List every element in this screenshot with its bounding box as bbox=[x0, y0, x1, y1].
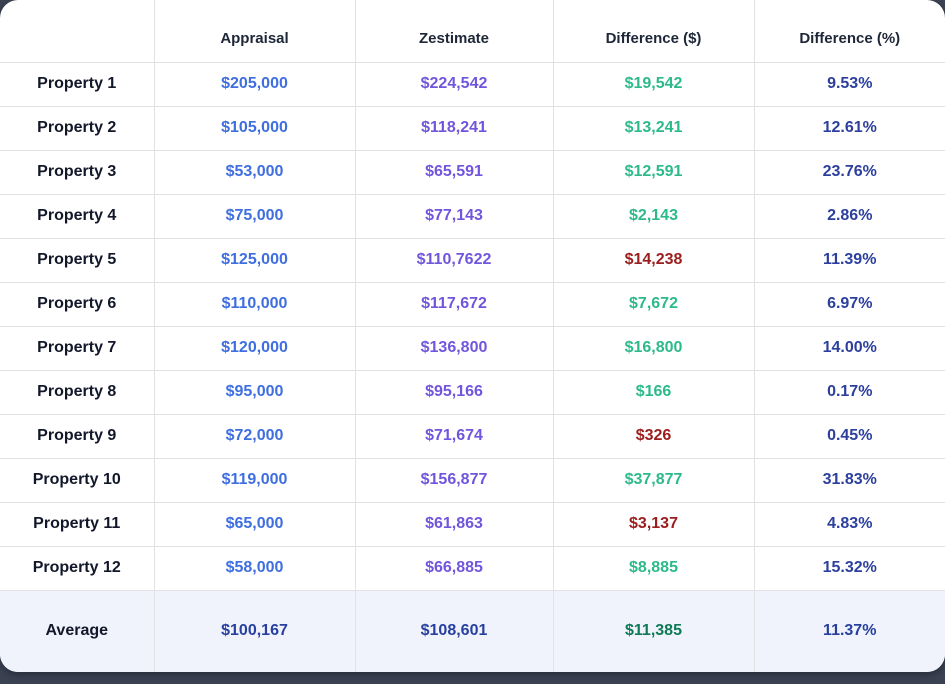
average-row: Average $100,167 $108,601 $11,385 11.37% bbox=[0, 589, 945, 672]
difference-dollar-value: $13,241 bbox=[552, 105, 755, 151]
column-header-difference-percent: Difference (%) bbox=[753, 0, 945, 63]
difference-percent-value: 2.86% bbox=[753, 193, 945, 239]
zestimate-value: $156,877 bbox=[354, 457, 554, 503]
difference-percent-value: 11.39% bbox=[753, 237, 945, 283]
table-row: Property 7 $120,000 $136,800 $16,800 14.… bbox=[0, 325, 945, 371]
table-row: Property 10 $119,000 $156,877 $37,877 31… bbox=[0, 457, 945, 503]
appraisal-value: $95,000 bbox=[153, 369, 356, 415]
difference-dollar-value: $326 bbox=[552, 413, 755, 459]
zestimate-value: $65,591 bbox=[354, 149, 554, 195]
property-row-label: Property 6 bbox=[0, 281, 155, 327]
difference-percent-value: 4.83% bbox=[753, 501, 945, 547]
appraisal-value: $120,000 bbox=[153, 325, 356, 371]
zestimate-value: $95,166 bbox=[354, 369, 554, 415]
property-row-label: Property 11 bbox=[0, 501, 155, 547]
average-appraisal-value: $100,167 bbox=[153, 589, 356, 672]
property-row-label: Property 1 bbox=[0, 61, 155, 107]
difference-percent-value: 23.76% bbox=[753, 149, 945, 195]
average-difference-percent-value: 11.37% bbox=[753, 589, 945, 672]
property-row-label: Property 4 bbox=[0, 193, 155, 239]
table-row: Property 4 $75,000 $77,143 $2,143 2.86% bbox=[0, 193, 945, 239]
appraisal-value: $72,000 bbox=[153, 413, 356, 459]
difference-dollar-value: $3,137 bbox=[552, 501, 755, 547]
table-row: Property 12 $58,000 $66,885 $8,885 15.32… bbox=[0, 545, 945, 591]
property-row-label: Property 7 bbox=[0, 325, 155, 371]
table-row: Property 5 $125,000 $110,7622 $14,238 11… bbox=[0, 237, 945, 283]
difference-percent-value: 0.17% bbox=[753, 369, 945, 415]
difference-percent-value: 6.97% bbox=[753, 281, 945, 327]
column-header-zestimate: Zestimate bbox=[354, 0, 554, 63]
property-row-label: Property 12 bbox=[0, 545, 155, 591]
appraisal-value: $119,000 bbox=[153, 457, 356, 503]
property-row-label: Property 8 bbox=[0, 369, 155, 415]
difference-percent-value: 14.00% bbox=[753, 325, 945, 371]
property-row-label: Property 10 bbox=[0, 457, 155, 503]
average-zestimate-value: $108,601 bbox=[354, 589, 554, 672]
average-difference-dollar-value: $11,385 bbox=[552, 589, 755, 672]
table-row: Property 1 $205,000 $224,542 $19,542 9.5… bbox=[0, 61, 945, 107]
zestimate-value: $136,800 bbox=[354, 325, 554, 371]
appraisal-value: $65,000 bbox=[153, 501, 356, 547]
zestimate-value: $224,542 bbox=[354, 61, 554, 107]
zestimate-value: $61,863 bbox=[354, 501, 554, 547]
appraisal-value: $58,000 bbox=[153, 545, 356, 591]
table-row: Property 9 $72,000 $71,674 $326 0.45% bbox=[0, 413, 945, 459]
appraisal-value: $125,000 bbox=[153, 237, 356, 283]
difference-percent-value: 15.32% bbox=[753, 545, 945, 591]
zestimate-value: $110,7622 bbox=[354, 237, 554, 283]
difference-dollar-value: $2,143 bbox=[552, 193, 755, 239]
column-header-appraisal: Appraisal bbox=[153, 0, 356, 63]
difference-dollar-value: $14,238 bbox=[552, 237, 755, 283]
property-row-label: Property 2 bbox=[0, 105, 155, 151]
appraisal-value: $110,000 bbox=[153, 281, 356, 327]
property-row-label: Property 9 bbox=[0, 413, 155, 459]
difference-dollar-value: $8,885 bbox=[552, 545, 755, 591]
difference-percent-value: 9.53% bbox=[753, 61, 945, 107]
property-row-label: Property 5 bbox=[0, 237, 155, 283]
appraisal-value: $105,000 bbox=[153, 105, 356, 151]
zestimate-value: $117,672 bbox=[354, 281, 554, 327]
difference-dollar-value: $37,877 bbox=[552, 457, 755, 503]
appraisal-value: $53,000 bbox=[153, 149, 356, 195]
difference-dollar-value: $12,591 bbox=[552, 149, 755, 195]
difference-percent-value: 0.45% bbox=[753, 413, 945, 459]
difference-dollar-value: $16,800 bbox=[552, 325, 755, 371]
table-row: Property 11 $65,000 $61,863 $3,137 4.83% bbox=[0, 501, 945, 547]
difference-dollar-value: $19,542 bbox=[552, 61, 755, 107]
difference-percent-value: 31.83% bbox=[753, 457, 945, 503]
appraisal-value: $75,000 bbox=[153, 193, 356, 239]
zestimate-value: $71,674 bbox=[354, 413, 554, 459]
appraisal-value: $205,000 bbox=[153, 61, 356, 107]
table-row: Property 2 $105,000 $118,241 $13,241 12.… bbox=[0, 105, 945, 151]
zestimate-value: $77,143 bbox=[354, 193, 554, 239]
table-row: Property 8 $95,000 $95,166 $166 0.17% bbox=[0, 369, 945, 415]
difference-dollar-value: $7,672 bbox=[552, 281, 755, 327]
property-row-label: Property 3 bbox=[0, 149, 155, 195]
difference-percent-value: 12.61% bbox=[753, 105, 945, 151]
header-row: Appraisal Zestimate Difference ($) Diffe… bbox=[0, 0, 945, 63]
zestimate-value: $66,885 bbox=[354, 545, 554, 591]
table-row: Property 6 $110,000 $117,672 $7,672 6.97… bbox=[0, 281, 945, 327]
column-header-difference-dollar: Difference ($) bbox=[552, 0, 755, 63]
average-row-label: Average bbox=[0, 589, 155, 672]
table-row: Property 3 $53,000 $65,591 $12,591 23.76… bbox=[0, 149, 945, 195]
zestimate-value: $118,241 bbox=[354, 105, 554, 151]
difference-dollar-value: $166 bbox=[552, 369, 755, 415]
corner-header-cell bbox=[0, 0, 155, 63]
